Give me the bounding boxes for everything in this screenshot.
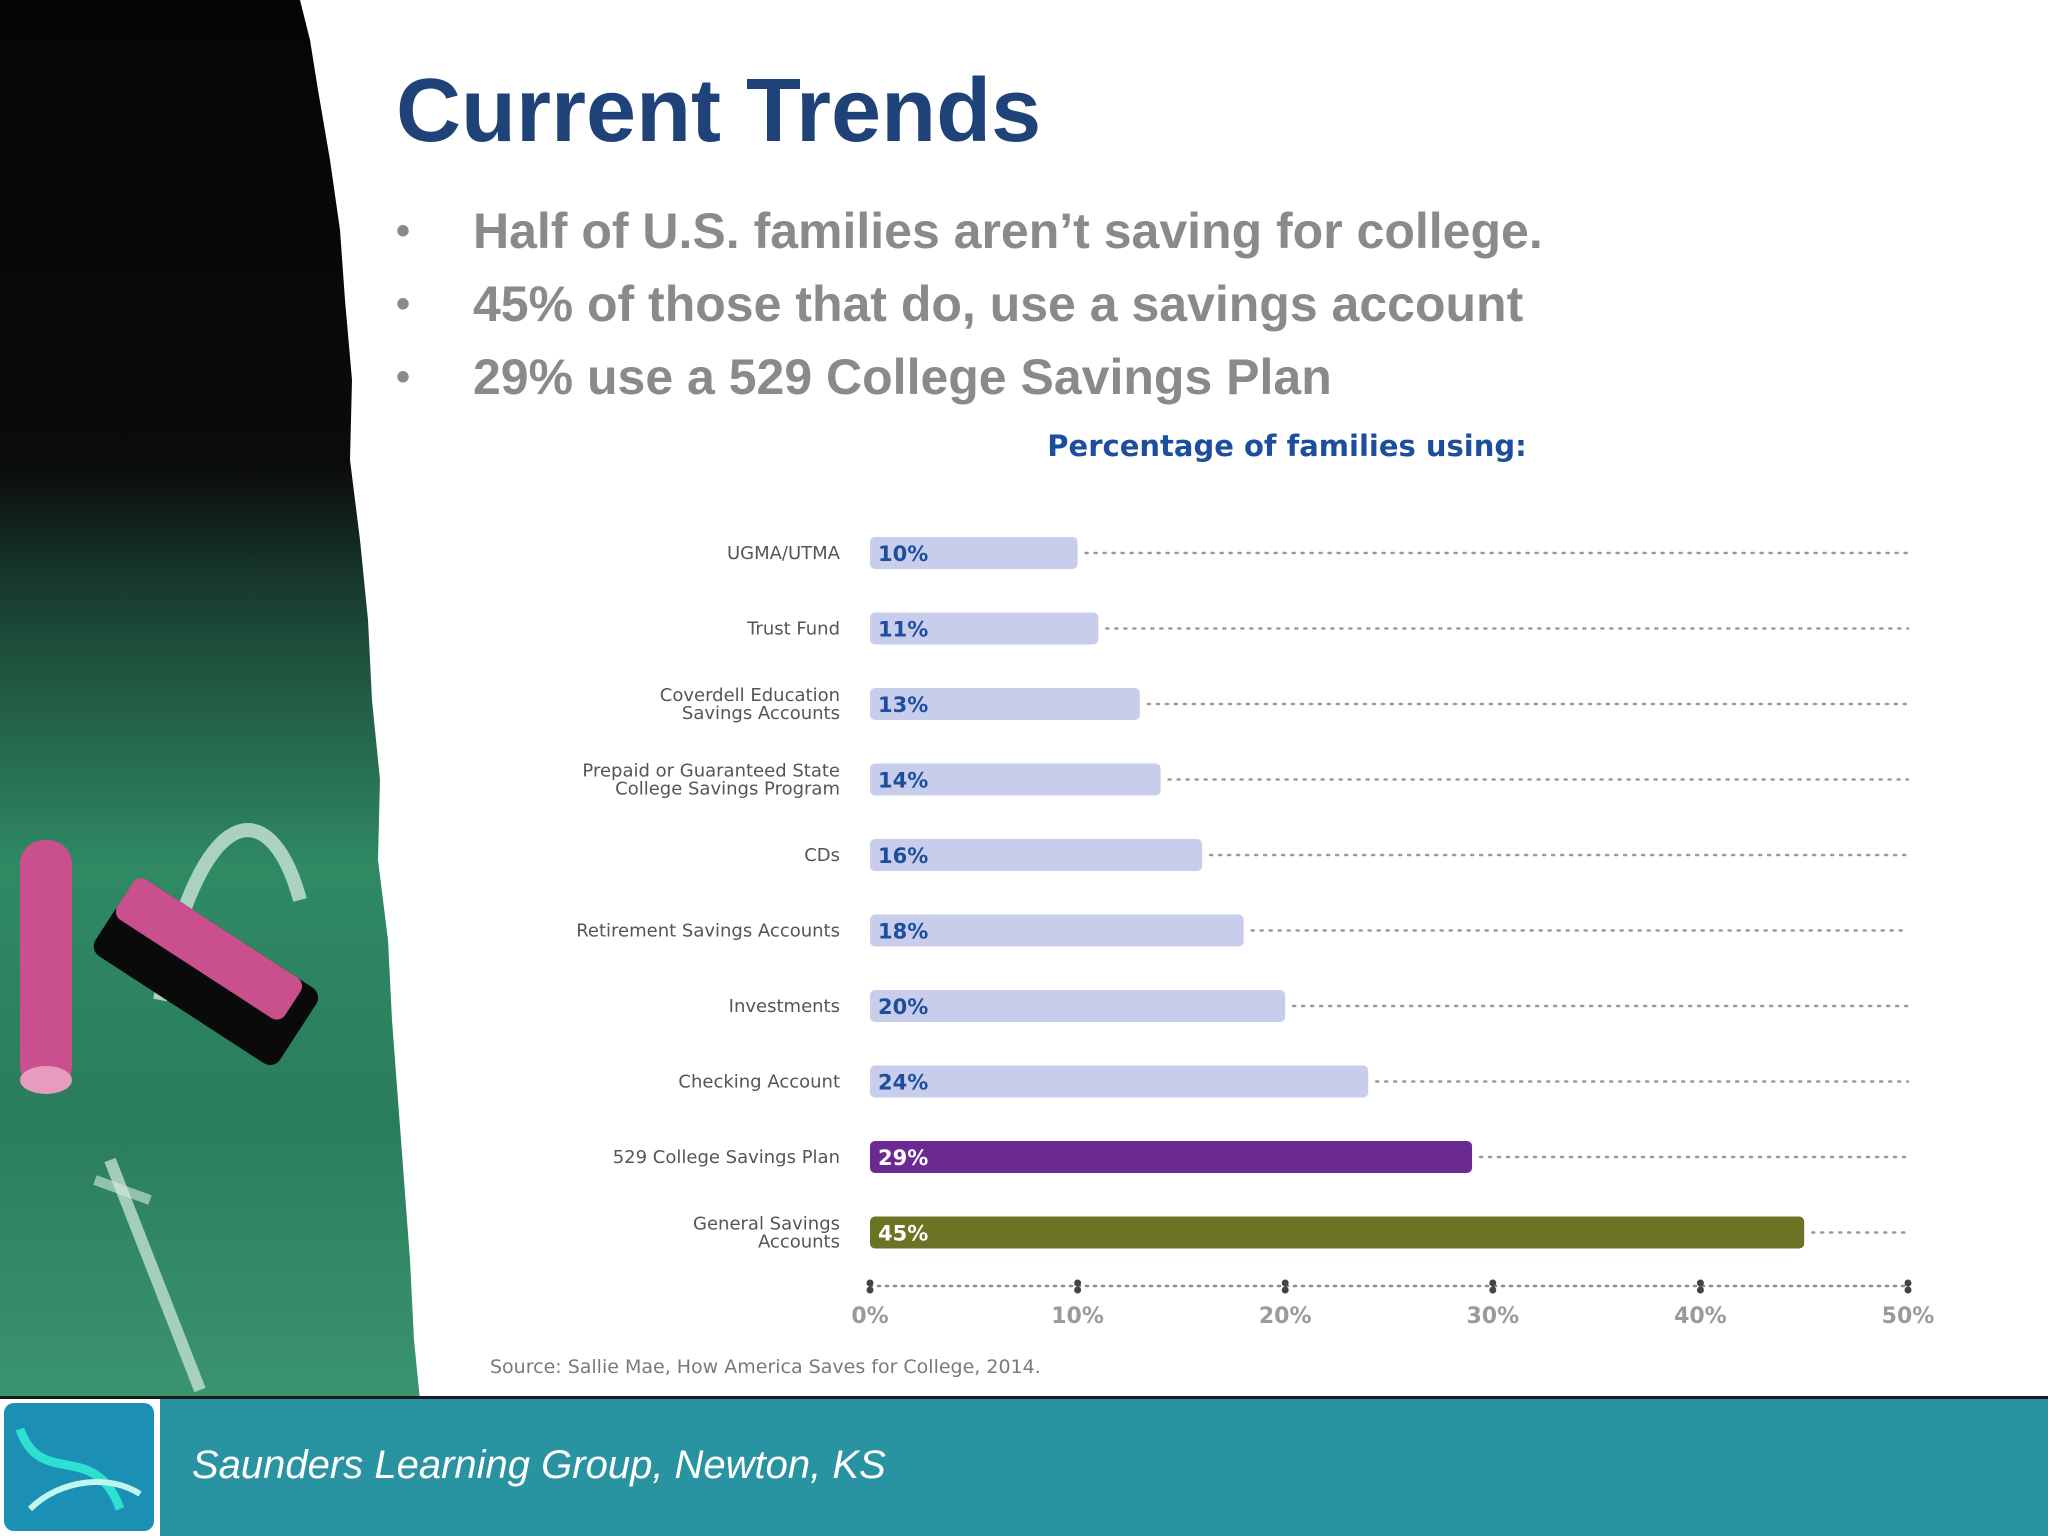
footer-bar: Saunders Learning Group, Newton, KS [0, 1396, 2048, 1536]
bullet-dot: • [396, 282, 411, 326]
category-label-line: UGMA/UTMA [727, 543, 841, 564]
category-label: UGMA/UTMA [727, 543, 841, 564]
category-label: CDs [804, 845, 840, 866]
category-label-line: General Savings [693, 1214, 840, 1235]
bar [870, 1216, 1805, 1249]
category-label-line: Trust Fund [746, 619, 840, 640]
category-label: General Savings Accounts [693, 1214, 840, 1253]
x-tick-dot [1489, 1286, 1497, 1294]
chalkboard-background-image [0, 0, 420, 1400]
footer-text: Saunders Learning Group, Newton, KS [192, 1443, 886, 1487]
category-label: Investments [729, 996, 840, 1017]
category-label: Coverdell Education Savings Accounts [660, 685, 840, 724]
x-tick-dot [866, 1279, 874, 1287]
x-tick-label: 20% [1259, 1304, 1312, 1329]
x-tick-dot [1074, 1286, 1082, 1294]
chart-rows: 10% UGMA/UTMA 11% Trust Fund 13% Coverdell Ed… [576, 537, 1910, 1253]
company-logo [0, 1399, 160, 1536]
bar-value-label: 45% [878, 1222, 928, 1246]
x-tick-dot [1904, 1286, 1912, 1294]
bar-value-label: 24% [878, 1071, 928, 1095]
x-tick-dot [1904, 1279, 1912, 1287]
category-label: Trust Fund [746, 619, 840, 640]
x-tick-dot [1696, 1286, 1704, 1294]
bar-value-label: 13% [878, 693, 928, 717]
x-tick-label: 40% [1674, 1304, 1727, 1329]
bar-value-label: 10% [878, 542, 928, 566]
x-tick-label: 10% [1051, 1304, 1104, 1329]
category-label-line: Investments [729, 996, 840, 1017]
category-label-line: Prepaid or Guaranteed State [582, 761, 840, 782]
chart-source: Source: Sallie Mae, How America Saves fo… [490, 1356, 1041, 1378]
chalk-piece-2 [93, 878, 319, 1065]
bar [870, 1141, 1473, 1173]
chalkboard-shape [0, 0, 420, 1400]
bullet-dot: • [396, 209, 411, 253]
chalk-stroke-2 [93, 1175, 152, 1205]
x-tick-dot [1074, 1279, 1082, 1287]
category-label-line: Accounts [758, 1232, 840, 1253]
slide-title: Current Trends [396, 61, 1042, 161]
chalk-stroke [104, 1157, 206, 1393]
category-label: 529 College Savings Plan [613, 1147, 840, 1168]
x-tick-label: 0% [851, 1304, 888, 1329]
x-tick-label: 30% [1466, 1304, 1519, 1329]
bar [870, 839, 1203, 871]
bar [870, 990, 1286, 1022]
x-tick-label: 50% [1882, 1304, 1935, 1329]
bar-chart: Percentage of families using: 10% UGMA/UT… [490, 429, 1935, 1378]
bar [870, 1065, 1369, 1098]
bar-value-label: 14% [878, 769, 928, 793]
category-label: Prepaid or Guaranteed State College Savin… [582, 761, 840, 800]
x-tick-dot [1696, 1279, 1704, 1287]
category-label: Retirement Savings Accounts [576, 921, 840, 942]
x-tick-dot [1489, 1279, 1497, 1287]
bar [870, 763, 1161, 796]
bar [870, 612, 1099, 645]
category-label-line: Checking Account [678, 1072, 840, 1093]
bar [870, 537, 1078, 569]
bullet-text: 29% use a 529 College Savings Plan [473, 349, 1332, 405]
bar [870, 688, 1140, 720]
bullet-text: Half of U.S. families aren’t saving for … [473, 203, 1543, 259]
category-label-line: CDs [804, 845, 840, 866]
category-label-line: College Savings Program [615, 779, 840, 800]
category-label: Checking Account [678, 1072, 840, 1093]
bar-value-label: 29% [878, 1146, 928, 1170]
x-tick-dot [1281, 1279, 1289, 1287]
category-label-line: Retirement Savings Accounts [576, 921, 840, 942]
chalk-piece-1 [20, 840, 72, 1094]
x-tick-dot [1281, 1286, 1289, 1294]
category-label-line: Savings Accounts [682, 703, 840, 724]
bar-value-label: 20% [878, 995, 928, 1019]
bar-value-label: 11% [878, 618, 928, 642]
bar-value-label: 16% [878, 844, 928, 868]
bullet-dot: • [396, 355, 411, 399]
chart-title: Percentage of families using: [1047, 429, 1526, 463]
x-tick-dot [866, 1286, 874, 1294]
bar-value-label: 18% [878, 920, 928, 944]
bullet-text: 45% of those that do, use a savings acco… [473, 276, 1524, 332]
bar [870, 914, 1244, 947]
category-label-line: 529 College Savings Plan [613, 1147, 840, 1168]
x-axis: 0% 10% 20% 30% 40% 50% [851, 1279, 1935, 1329]
category-label-line: Coverdell Education [660, 685, 840, 706]
